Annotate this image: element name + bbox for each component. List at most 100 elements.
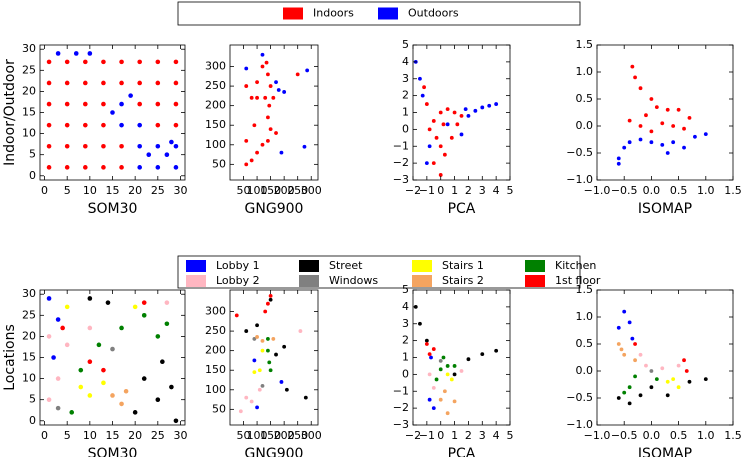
x-tick-label: −2: [405, 429, 421, 442]
point: [274, 131, 278, 135]
point: [420, 93, 425, 98]
point: [101, 101, 106, 107]
x-tick-label: 1: [451, 429, 458, 442]
point: [627, 385, 632, 390]
point: [255, 323, 259, 328]
y-tick-label: 5: [29, 393, 36, 406]
point: [105, 300, 111, 305]
legend-label: Street: [329, 259, 363, 272]
point: [271, 337, 276, 341]
point: [268, 84, 273, 88]
legend-label: Lobby 1: [216, 259, 260, 272]
y-tick-label: 250: [205, 79, 226, 92]
legend-label: Lobby 2: [216, 274, 260, 287]
x-tick-label: 1.0: [697, 429, 715, 442]
point: [249, 95, 254, 100]
x-tick-label: 4: [493, 184, 500, 197]
point: [671, 140, 676, 145]
point: [132, 410, 138, 415]
point: [119, 165, 124, 170]
point: [438, 367, 443, 372]
point: [630, 336, 635, 341]
axes-frame: [39, 289, 186, 426]
point: [466, 113, 471, 118]
point: [616, 396, 621, 400]
y-tick-label: 100: [205, 138, 226, 151]
axes-frame: [229, 44, 319, 181]
y-tick-label: 2: [402, 334, 409, 347]
x-tick-label: 0: [41, 184, 48, 197]
point: [173, 122, 179, 128]
x-tick-label: 0.0: [643, 184, 661, 197]
point: [101, 165, 106, 170]
legend-label: Kitchen: [555, 259, 596, 272]
x-tick-label: 100: [247, 429, 268, 442]
y-tick-label: 4: [402, 300, 409, 313]
x-axis-label: SOM30: [88, 201, 138, 217]
x-tick-label: 250: [287, 184, 308, 197]
point: [266, 138, 270, 143]
point: [164, 300, 170, 305]
x-tick-label: 30: [173, 429, 187, 442]
point: [155, 101, 161, 107]
point: [295, 72, 300, 77]
legend-label: Stairs 1: [442, 259, 484, 272]
point: [627, 320, 632, 325]
y-tick-label: −0.5: [566, 146, 593, 159]
point: [266, 337, 270, 341]
point: [260, 142, 265, 147]
x-tick-label: 0: [437, 429, 444, 442]
point: [155, 334, 161, 339]
point: [60, 325, 65, 331]
x-tick-label: 25: [151, 184, 165, 197]
point: [665, 107, 670, 112]
point: [244, 162, 249, 167]
point: [279, 150, 284, 155]
point: [665, 379, 670, 384]
axes-frame: [412, 289, 511, 426]
point: [46, 334, 52, 339]
point: [665, 151, 670, 155]
point: [459, 369, 464, 373]
x-tick-label: 150: [260, 429, 281, 442]
point: [449, 377, 454, 382]
point: [119, 101, 124, 107]
point: [249, 158, 254, 163]
y-tick-label: 1: [402, 351, 409, 364]
point: [46, 101, 52, 107]
point: [87, 325, 93, 331]
x-tick-label: 1.5: [724, 184, 742, 197]
point: [424, 102, 429, 106]
y-tick-label: 0: [402, 367, 409, 380]
y-tick-label: 2: [402, 89, 409, 102]
point: [616, 156, 621, 161]
y-tick-label: 250: [205, 324, 226, 337]
point: [266, 348, 270, 353]
point: [141, 300, 147, 305]
point: [96, 342, 102, 348]
point: [69, 410, 75, 415]
y-tick-label: 1.5: [576, 283, 594, 296]
point: [83, 59, 88, 65]
point: [649, 385, 654, 390]
point: [87, 393, 93, 398]
point: [622, 390, 627, 395]
point: [452, 364, 457, 368]
point: [101, 59, 106, 65]
point: [427, 127, 432, 132]
y-tick-label: 4: [402, 55, 409, 68]
point: [101, 143, 106, 149]
point: [101, 367, 106, 373]
x-tick-label: 1.5: [724, 429, 742, 442]
y-tick-label: 25: [22, 308, 36, 321]
point: [46, 296, 52, 301]
point: [51, 355, 56, 360]
point: [644, 363, 648, 368]
point: [429, 355, 433, 360]
point: [441, 122, 446, 127]
point: [263, 309, 268, 314]
y-tick-label: −2: [393, 401, 409, 414]
y-tick-label: 0.5: [576, 92, 594, 105]
point: [627, 118, 632, 123]
